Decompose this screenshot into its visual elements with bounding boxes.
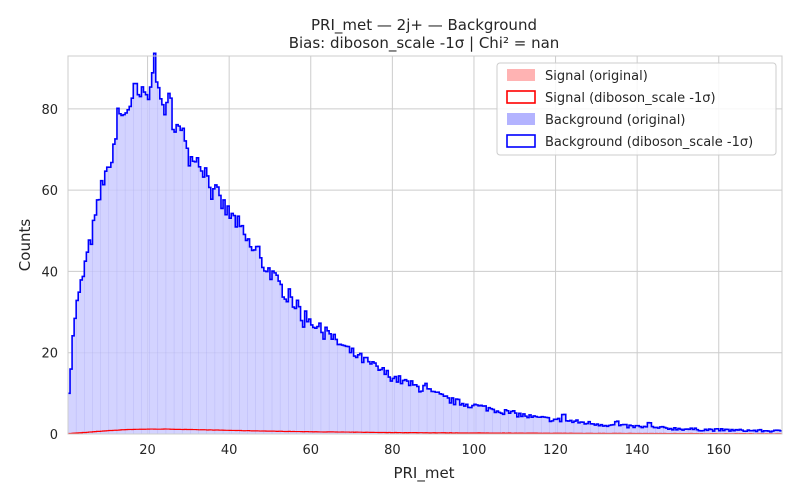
plot-frame bbox=[67, 55, 783, 435]
legend-label-3: Background (diboson_scale -1σ) bbox=[545, 135, 753, 150]
legend-label-0: Signal (original) bbox=[545, 69, 648, 84]
background-original-fill bbox=[67, 53, 782, 435]
y-tick-label-0: 0 bbox=[50, 428, 58, 443]
x-tick-label-40: 40 bbox=[221, 443, 238, 458]
y-tick-label-20: 20 bbox=[41, 347, 58, 362]
legend-box bbox=[496, 62, 777, 156]
x-tick-label-100: 100 bbox=[462, 443, 487, 458]
legend-label-2: Background (original) bbox=[545, 113, 685, 128]
legend-swatch-1 bbox=[506, 90, 536, 104]
x-tick-label-140: 140 bbox=[625, 443, 650, 458]
legend-swatch-0 bbox=[507, 69, 535, 81]
background-varied-step bbox=[68, 52, 782, 433]
legend-label-1: Signal (diboson_scale -1σ) bbox=[545, 91, 716, 106]
y-tick-label-80: 80 bbox=[41, 103, 58, 118]
x-tick-label-120: 120 bbox=[543, 443, 568, 458]
x-tick-label-160: 160 bbox=[706, 443, 731, 458]
legend: Signal (original) Signal (diboson_scale -… bbox=[496, 62, 777, 156]
legend-swatch-2 bbox=[507, 113, 535, 125]
background-varied-line bbox=[68, 52, 782, 433]
y-tick-label-40: 40 bbox=[41, 265, 58, 280]
chart-title-line1: PRI_met — 2j+ — Background bbox=[311, 16, 537, 35]
background-original-area bbox=[68, 53, 782, 435]
x-axis-label: PRI_met bbox=[393, 464, 454, 483]
legend-swatch-3 bbox=[506, 134, 536, 148]
chart-title-line2: Bias: diboson_scale -1σ | Chi² = nan bbox=[289, 34, 560, 53]
x-tick-label-60: 60 bbox=[302, 443, 319, 458]
x-tick-label-80: 80 bbox=[384, 443, 401, 458]
y-tick-label-60: 60 bbox=[41, 184, 58, 199]
x-tick-label-20: 20 bbox=[139, 443, 156, 458]
axis-ticks: 20 40 60 80 100 120 140 160 0 20 40 60 80 bbox=[41, 103, 731, 458]
y-axis-label: Counts bbox=[16, 219, 34, 272]
